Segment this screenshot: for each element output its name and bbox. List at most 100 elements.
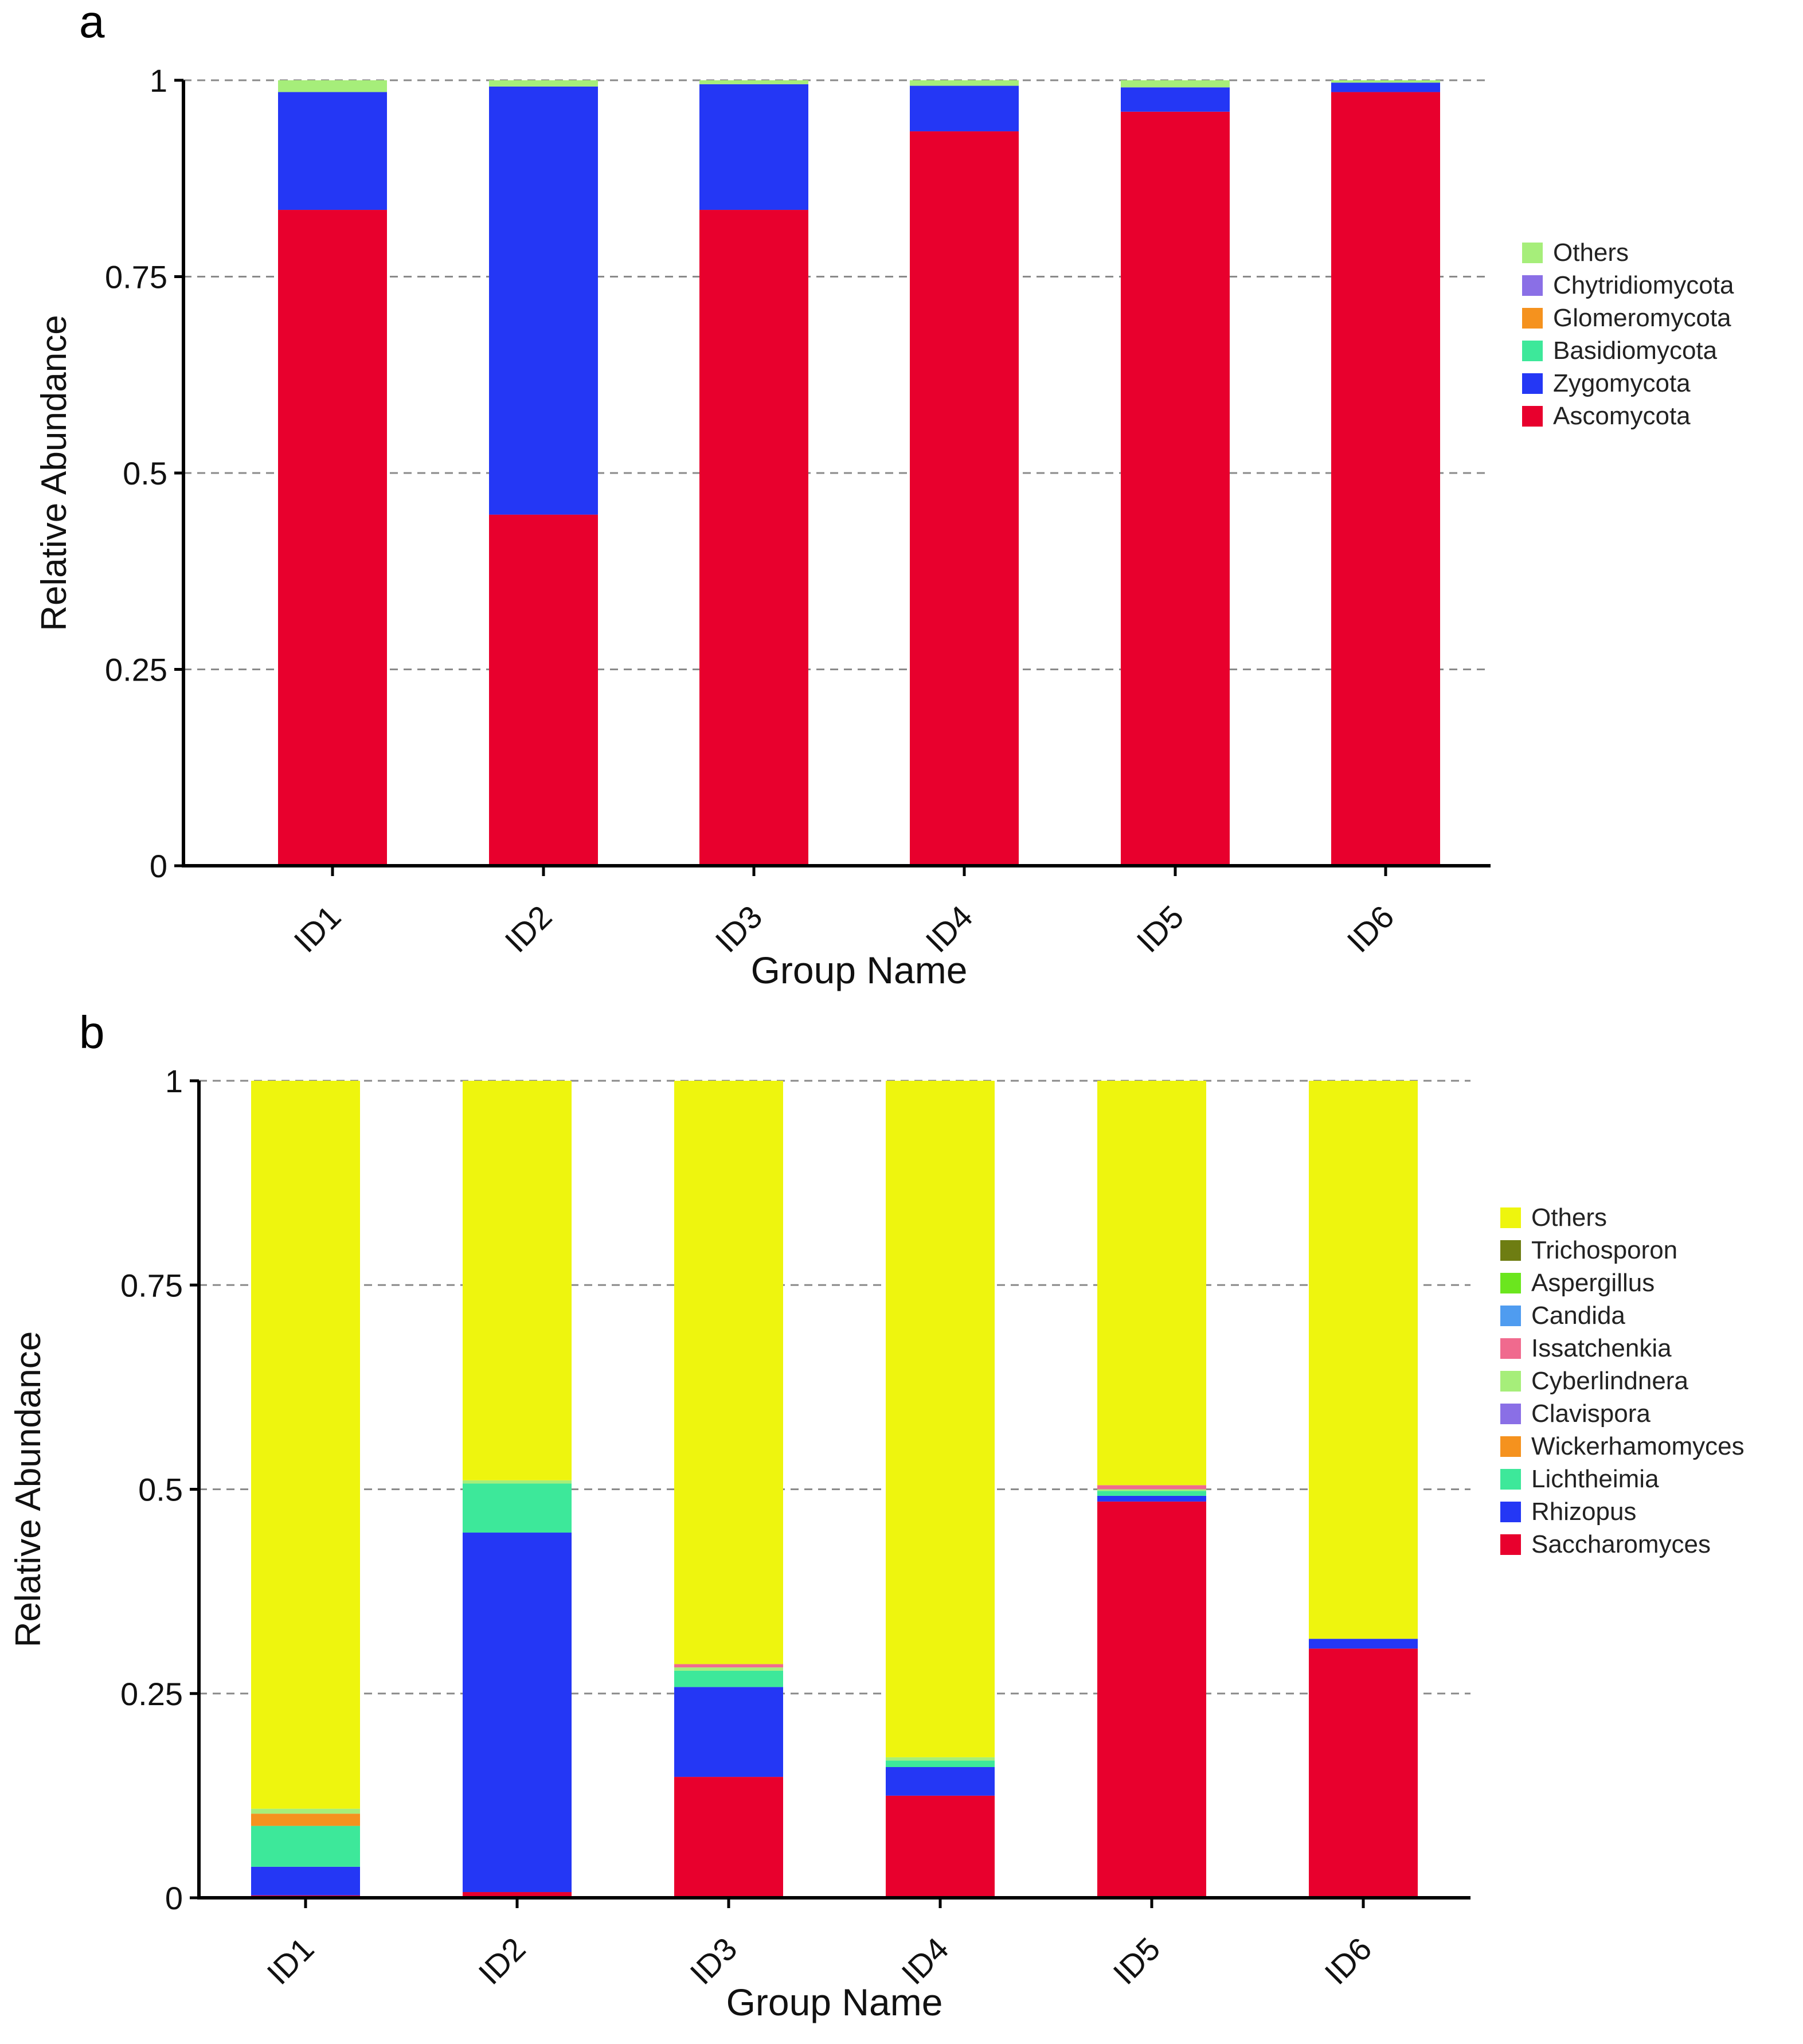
- legend-label: Saccharomyces: [1531, 1530, 1711, 1558]
- legend-swatch: [1500, 1338, 1521, 1359]
- x-tick-label: ID6: [1317, 1930, 1378, 1991]
- bar-segment-cyberlindnera-id2: [463, 1480, 572, 1484]
- legend-swatch: [1500, 1534, 1521, 1555]
- x-tick-label: ID2: [498, 898, 558, 959]
- legend-swatch: [1500, 1370, 1521, 1392]
- legend-label: Others: [1531, 1203, 1608, 1232]
- legend-item: Saccharomyces: [1500, 1528, 1745, 1561]
- bar-segment-ascomycota-id6: [1331, 92, 1440, 866]
- legend-label: Cyberlindnera: [1531, 1366, 1688, 1395]
- bar-segment-rhizopus-id6: [1309, 1639, 1418, 1649]
- bar-segment-rhizopus-id4: [886, 1767, 995, 1796]
- bar-segment-others-id3: [674, 1081, 783, 1664]
- legend-item: Basidiomycota: [1522, 334, 1734, 367]
- bar-segment-lichtheimia-id3: [674, 1670, 783, 1687]
- legend-swatch: [1522, 405, 1543, 427]
- bar-segment-others-id3: [699, 80, 808, 84]
- bar-segment-lichtheimia-id1: [251, 1826, 360, 1867]
- legend-label: Others: [1553, 238, 1629, 267]
- bar-segment-rhizopus-id2: [463, 1533, 572, 1893]
- bar-segment-lichtheimia-id5: [1097, 1491, 1206, 1496]
- bar-segment-others-id6: [1331, 80, 1440, 83]
- bar-segment-zygomycota-id3: [699, 84, 808, 210]
- legend-swatch: [1522, 275, 1543, 296]
- legend-item: Rhizopus: [1500, 1495, 1745, 1528]
- legend-item: Trichosporon: [1500, 1234, 1745, 1267]
- y-tick-label: 0.75: [105, 259, 167, 295]
- y-tick-label: 1: [165, 1063, 183, 1099]
- bar-segment-wickerhamomyces-id1: [251, 1814, 360, 1826]
- legend-swatch: [1500, 1403, 1521, 1424]
- bar-segment-cyberlindnera-id5: [1097, 1489, 1206, 1491]
- legend-swatch: [1500, 1240, 1521, 1261]
- panel-b-chart: b 0 0.25 0.5 0.75 1 ID1 ID2 ID3 ID4 ID5 ID6 Relativ…: [0, 1007, 1803, 2044]
- legend-swatch: [1500, 1501, 1521, 1522]
- bar-segment-saccharomyces-id2: [463, 1892, 572, 1898]
- legend-item: Ascomycota: [1522, 400, 1734, 432]
- bar-segment-others-id1: [278, 80, 387, 92]
- bar-segment-others-id2: [463, 1081, 572, 1480]
- bar-segment-ascomycota-id2: [489, 514, 598, 866]
- bar-segment-others-id6: [1309, 1081, 1418, 1639]
- bar-segment-lichtheimia-id4: [886, 1760, 995, 1767]
- bar-segment-issatchenkia-id5: [1097, 1485, 1206, 1490]
- bar-segment-saccharomyces-id3: [674, 1777, 783, 1898]
- legend-item: Chytridiomycota: [1522, 269, 1734, 302]
- bar-segment-cyberlindnera-id3: [674, 1667, 783, 1671]
- bar-segment-zygomycota-id4: [910, 85, 1019, 132]
- x-tick-label: ID5: [1129, 898, 1190, 959]
- y-axis-title: Relative Abundance: [9, 1331, 48, 1648]
- legend-item: Others: [1500, 1201, 1745, 1234]
- legend-swatch: [1500, 1305, 1521, 1326]
- legend-item: Cyberlindnera: [1500, 1365, 1745, 1397]
- y-tick-label: 0: [150, 848, 167, 884]
- y-tick-label: 0: [165, 1880, 183, 1916]
- legend-swatch: [1522, 242, 1543, 263]
- x-tick-label: ID1: [260, 1930, 320, 1991]
- y-tick-label: 0.25: [120, 1676, 183, 1712]
- legend-label: Ascomycota: [1553, 401, 1691, 430]
- x-tick-label: ID6: [1340, 898, 1401, 959]
- bar-segment-saccharomyces-id5: [1097, 1501, 1206, 1898]
- bar-segment-zygomycota-id5: [1121, 87, 1230, 112]
- legend-swatch: [1522, 340, 1543, 361]
- bar-segment-cyberlindnera-id4: [886, 1757, 995, 1761]
- bar-segment-ascomycota-id1: [278, 210, 387, 866]
- x-axis-title: Group Name: [751, 949, 968, 991]
- bar-segment-saccharomyces-id4: [886, 1795, 995, 1898]
- legend-swatch: [1500, 1436, 1521, 1457]
- legend-label: Glomeromycota: [1553, 303, 1731, 332]
- y-tick-label: 1: [150, 62, 167, 99]
- panel-a-letter: a: [79, 0, 105, 47]
- panel-a-chart: a 0 0.25 0.5 0.75 1 ID1 ID2 ID3 ID4 ID5 ID6 Relativ…: [0, 0, 1803, 1009]
- legend-swatch: [1500, 1272, 1521, 1293]
- legend-label: Issatchenkia: [1531, 1334, 1672, 1362]
- bar-segment-others-id2: [489, 80, 598, 87]
- bar-segment-others-id4: [886, 1081, 995, 1757]
- x-tick-label: ID1: [287, 898, 347, 959]
- bar-segment-rhizopus-id5: [1097, 1495, 1206, 1502]
- legend-label: Wickerhamomyces: [1531, 1432, 1745, 1460]
- legend-label: Chytridiomycota: [1553, 271, 1734, 299]
- legend-item: Lichtheimia: [1500, 1463, 1745, 1495]
- bar-segment-lichtheimia-id2: [463, 1483, 572, 1533]
- bar-segment-ascomycota-id5: [1121, 111, 1230, 866]
- panel-b-letter: b: [79, 1007, 105, 1058]
- legend-label: Basidiomycota: [1553, 336, 1718, 365]
- y-axis-title: Relative Abundance: [34, 315, 74, 631]
- y-tick-label: 0.25: [105, 652, 167, 688]
- x-axis-title: Group Name: [726, 1981, 943, 2023]
- bar-segment-zygomycota-id2: [489, 86, 598, 515]
- legend-label: Zygomycota: [1553, 369, 1691, 397]
- legend-item: Aspergillus: [1500, 1267, 1745, 1299]
- y-tick-label: 0.75: [120, 1267, 183, 1303]
- bar-segment-others-id5: [1121, 80, 1230, 88]
- bar-segment-others-id4: [910, 80, 1019, 86]
- legend-label: Aspergillus: [1531, 1268, 1655, 1297]
- bar-segment-saccharomyces-id6: [1309, 1648, 1418, 1898]
- y-tick-label: 0.5: [138, 1472, 183, 1508]
- legend-label: Lichtheimia: [1531, 1464, 1659, 1493]
- bar-segment-ascomycota-id3: [699, 210, 808, 866]
